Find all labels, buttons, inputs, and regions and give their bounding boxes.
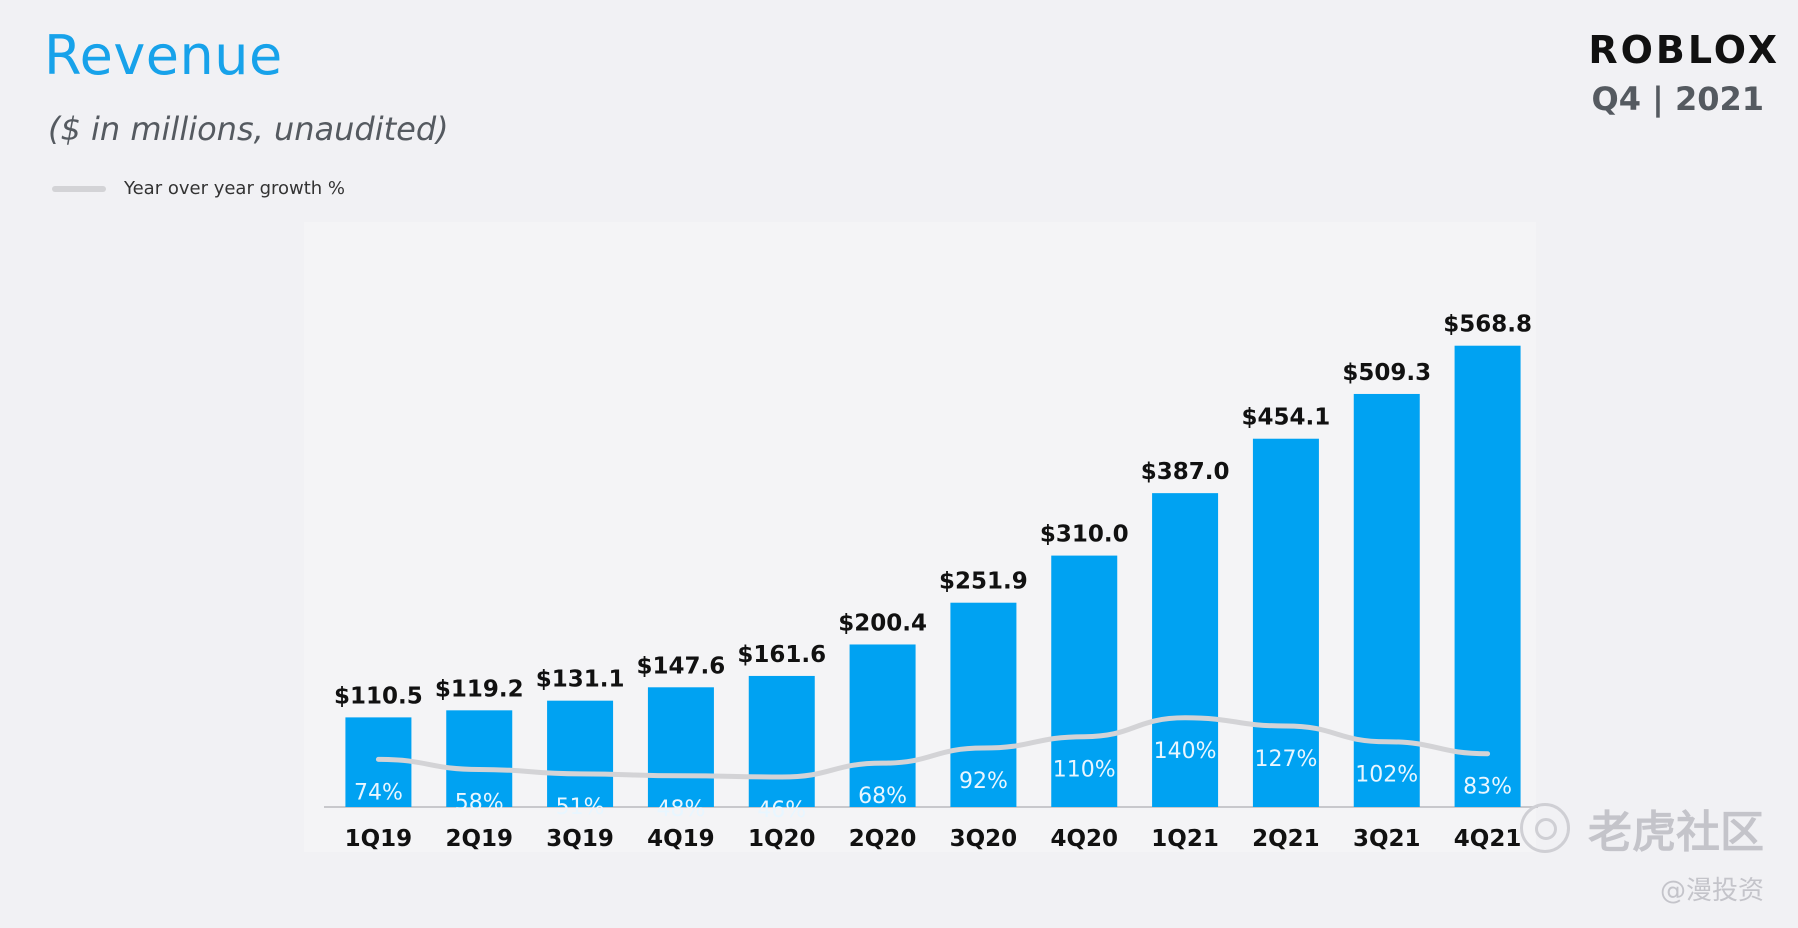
growth-label-2Q20: 68% [858,784,907,809]
growth-label-4Q19: 48% [656,797,705,822]
bar-value-label-1Q21: $387.0 [1141,459,1230,485]
chart-legend: Year over year growth % [52,178,345,199]
x-tick-label-1Q21: 1Q21 [1151,826,1219,852]
growth-label-4Q21: 83% [1463,775,1512,800]
bar-value-label-2Q19: $119.2 [435,676,524,702]
growth-label-1Q20: 46% [757,798,806,823]
tiger-community-icon [1520,803,1570,853]
bar-value-label-3Q21: $509.3 [1342,360,1431,386]
growth-label-3Q21: 102% [1355,763,1418,788]
legend-swatch-growth [52,185,106,192]
x-tick-label-2Q19: 2Q19 [445,826,513,852]
x-tick-label-3Q21: 3Q21 [1353,826,1421,852]
x-tick-label-3Q20: 3Q20 [950,826,1018,852]
growth-label-3Q19: 51% [556,795,605,820]
x-tick-label-4Q21: 4Q21 [1454,826,1522,852]
bar-1Q21 [1152,493,1219,807]
growth-label-1Q21: 140% [1154,739,1217,764]
bar-3Q19 [547,700,614,807]
x-tick-label-4Q20: 4Q20 [1050,826,1118,852]
bar-value-label-4Q20: $310.0 [1040,522,1129,548]
roblox-logo: ROBLOX [1588,28,1780,72]
watermark-sub-text: @漫投资 [1659,876,1764,906]
watermark: 老虎社区 [1520,796,1764,860]
watermark-main-text: 老虎社区 [1588,807,1764,858]
period-label: Q4 | 2021 [1591,80,1765,118]
bar-value-label-4Q19: $147.6 [637,653,726,679]
page-subtitle: ($ in millions, unaudited) [48,110,449,148]
growth-label-2Q19: 58% [455,790,504,815]
growth-label-1Q19: 74% [354,780,403,805]
bar-2Q21 [1252,438,1319,807]
bar-2Q19 [446,710,513,807]
bar-4Q19 [647,687,714,807]
bar-value-label-2Q21: $454.1 [1242,405,1331,431]
legend-label-growth: Year over year growth % [124,178,346,199]
bar-1Q20 [748,675,815,807]
growth-label-2Q21: 127% [1254,747,1317,772]
bar-value-label-1Q20: $161.6 [737,642,826,668]
bar-value-label-3Q19: $131.1 [536,667,625,693]
page-title: Revenue [44,24,283,87]
x-tick-label-3Q19: 3Q19 [546,826,614,852]
x-tick-label-2Q20: 2Q20 [849,826,917,852]
growth-label-4Q20: 110% [1053,758,1116,783]
growth-label-3Q20: 92% [959,769,1008,794]
bar-value-label-2Q20: $200.4 [838,610,927,636]
x-tick-label-1Q19: 1Q19 [345,826,413,852]
bar-4Q21 [1454,345,1521,807]
bar-3Q20 [950,602,1017,807]
growth-line [375,715,1491,780]
bar-value-label-1Q19: $110.5 [334,683,423,709]
bar-2Q20 [849,644,916,807]
x-tick-label-4Q19: 4Q19 [647,826,715,852]
bar-4Q20 [1051,555,1118,807]
bar-value-label-3Q20: $251.9 [939,569,1028,595]
x-tick-label-2Q21: 2Q21 [1252,826,1320,852]
x-tick-label-1Q20: 1Q20 [748,826,816,852]
bar-value-label-4Q21: $568.8 [1443,312,1532,338]
